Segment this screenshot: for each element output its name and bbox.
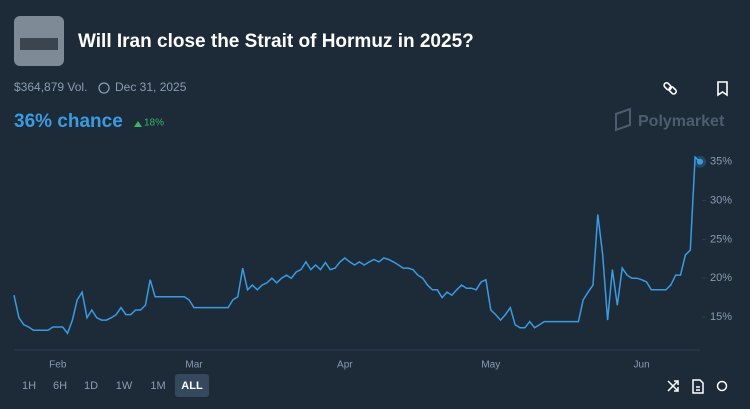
- up-arrow: [134, 121, 142, 127]
- y-tick-label: 20%: [710, 272, 732, 284]
- x-tick-label: May: [481, 360, 500, 371]
- market-title: Will Iran close the Strait of Hormuz in …: [78, 31, 474, 52]
- bookmark-icon[interactable]: [717, 81, 728, 97]
- last-point: [697, 158, 703, 165]
- range-button-bg[interactable]: [175, 374, 209, 397]
- y-tick-label: 35%: [710, 156, 732, 168]
- document-icon[interactable]: [692, 379, 704, 394]
- brand-logo: [615, 107, 631, 132]
- chance: 36% chance: [14, 111, 123, 132]
- volume: $364,879 Vol.: [14, 80, 87, 94]
- y-tick-label: 15%: [710, 311, 732, 323]
- x-tick-label: Mar: [185, 360, 203, 371]
- settings-icon[interactable]: [716, 380, 728, 392]
- x-tick-label: Feb: [49, 360, 67, 371]
- clock-icon: [98, 82, 110, 94]
- range-button[interactable]: 1H: [22, 380, 36, 392]
- range-button[interactable]: 6H: [53, 380, 67, 392]
- range-button[interactable]: ALL: [181, 380, 203, 392]
- brand: Polymarket: [638, 113, 725, 130]
- range-button[interactable]: 1D: [84, 380, 98, 392]
- x-tick-label: Jun: [634, 360, 650, 371]
- shuffle-icon[interactable]: [667, 380, 679, 392]
- x-tick-label: Apr: [337, 360, 353, 371]
- y-tick-label: 25%: [710, 233, 732, 245]
- range-button[interactable]: 1M: [150, 380, 165, 392]
- price-line: [13, 155, 701, 335]
- range-button[interactable]: 1W: [116, 380, 133, 392]
- link-icon[interactable]: [663, 81, 678, 95]
- change: 18%: [144, 118, 164, 129]
- ship-shape: [20, 38, 58, 50]
- end-date: Dec 31, 2025: [115, 80, 187, 94]
- y-tick-label: 30%: [710, 194, 732, 206]
